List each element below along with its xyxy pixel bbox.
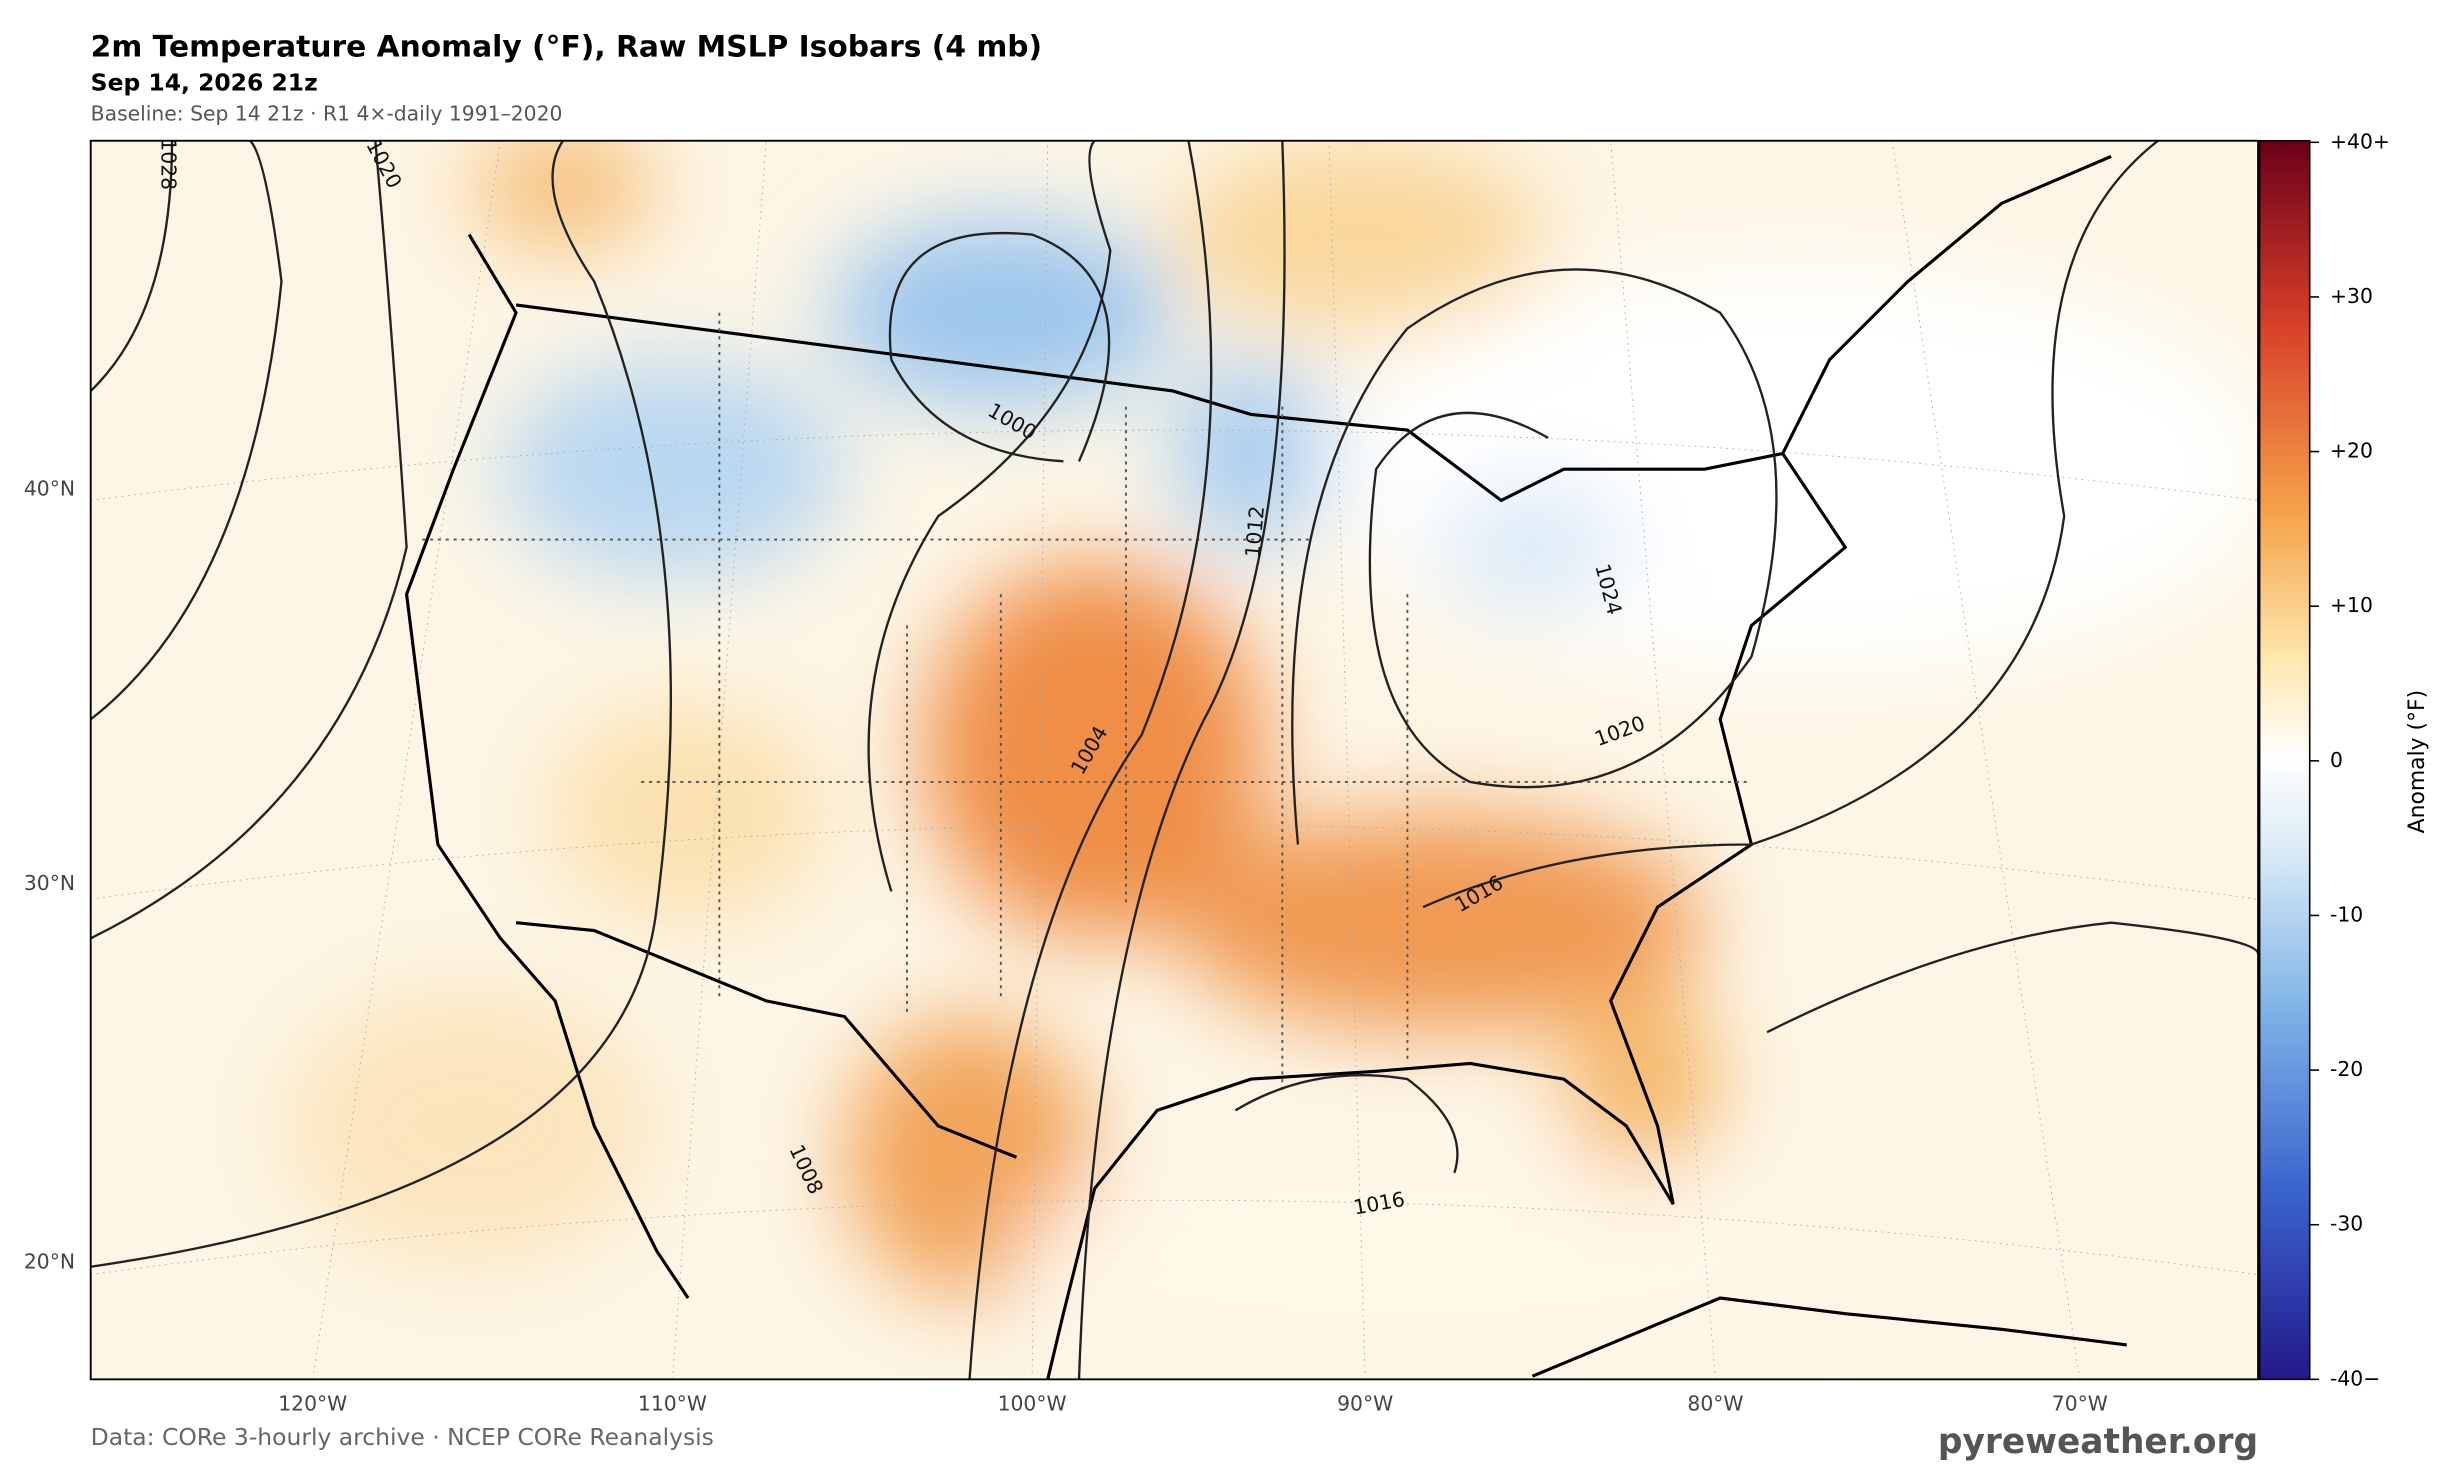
lon-label: 120°W	[278, 1392, 347, 1416]
lon-label: 100°W	[998, 1392, 1067, 1416]
colorbar-tick-label: -10	[2330, 902, 2363, 926]
lat-label: 30°N	[24, 871, 75, 895]
anomaly-field	[281, 140, 2259, 1345]
lon-label: 80°W	[1687, 1392, 1743, 1416]
colorbar-tick-label: +10	[2330, 593, 2373, 617]
lat-label: 20°N	[24, 1249, 75, 1273]
colorbar-tick-label: +30	[2330, 284, 2373, 308]
colorbar-tick-label: -30	[2330, 1212, 2363, 1236]
lat-label: 40°N	[24, 477, 75, 501]
lon-label: 70°W	[2052, 1392, 2108, 1416]
isobars	[90, 140, 2259, 1380]
source-note: Data: CORe 3-hourly archive · NCEP CORe …	[91, 1423, 714, 1451]
brand: pyreweather.org	[1938, 1422, 2258, 1462]
isobar-label: 1028	[156, 138, 180, 190]
colorbar-tick-label: 0	[2330, 748, 2343, 772]
colorbar-tick-label: +20	[2330, 439, 2373, 463]
colorbar-label: Anomaly (°F)	[2405, 690, 2430, 834]
isobar-label: 1012	[1241, 505, 1269, 559]
subtitle: Sep 14, 2026 21z	[91, 69, 318, 97]
colorbar-tick-label: -20	[2330, 1057, 2363, 1081]
colorbar	[2258, 139, 2311, 1381]
lon-label: 90°W	[1337, 1392, 1393, 1416]
colorbar-tick-label: +40+	[2330, 129, 2390, 153]
baseline: Baseline: Sep 14 21z · R1 4×-daily 1991–…	[91, 101, 563, 125]
coastline	[404, 154, 2127, 1380]
lon-label: 110°W	[638, 1392, 707, 1416]
title: 2m Temperature Anomaly (°F), Raw MSLP Is…	[91, 29, 1042, 64]
map-frame	[89, 139, 2260, 1381]
colorbar-tick-label: -40−	[2330, 1366, 2380, 1390]
map-area	[90, 140, 2259, 1380]
